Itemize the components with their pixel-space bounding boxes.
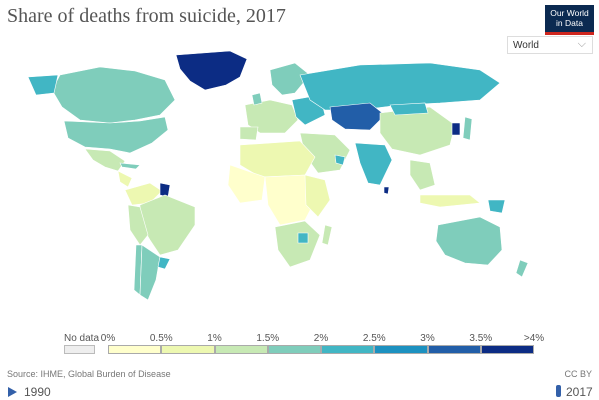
- region-kazakhstan: [329, 102, 386, 131]
- legend-tick-label: >4%: [523, 333, 545, 344]
- region-greenland: [175, 50, 248, 91]
- region-select[interactable]: World ⌵: [507, 36, 593, 54]
- legend-tick-label: 1%: [207, 333, 222, 344]
- legend-swatch: [161, 345, 215, 354]
- region-venezuela-colombia: [124, 182, 163, 206]
- region-arabia-patch: [334, 154, 346, 166]
- owid-logo[interactable]: Our World in Data: [545, 5, 594, 35]
- world-map[interactable]: [0, 45, 599, 330]
- region-zimbabwe: [297, 232, 309, 244]
- legend-swatch: [214, 345, 268, 354]
- region-mongolia: [389, 102, 429, 116]
- region-japan: [462, 116, 473, 141]
- region-indonesia: [419, 194, 481, 208]
- legend-swatch: [374, 345, 428, 354]
- region-argentina: [139, 244, 161, 301]
- region-selected-value: World: [513, 40, 539, 51]
- legend-nodata-swatch: [64, 345, 95, 354]
- chart-title: Share of deaths from suicide, 2017: [7, 5, 286, 27]
- play-icon[interactable]: [8, 387, 17, 397]
- region-canada: [51, 66, 176, 124]
- region-china: [379, 106, 456, 156]
- region-brazil: [139, 194, 196, 256]
- timeline-start-year: 1990: [24, 385, 51, 399]
- region-scandinavia: [269, 62, 311, 96]
- timeline-end-year: 2017: [566, 385, 593, 399]
- legend-swatch: [480, 345, 534, 354]
- logo-line2: in Data: [556, 18, 583, 28]
- legend-tick-label: 3.5%: [469, 333, 493, 344]
- region-alaska: [27, 74, 59, 96]
- legend-swatch: [321, 345, 375, 354]
- timeline-handle[interactable]: [556, 385, 561, 397]
- legend-tick-label: 0.5%: [149, 333, 173, 344]
- region-southeast-asia: [409, 159, 436, 191]
- region-east-africa: [304, 174, 331, 218]
- region-madagascar: [321, 224, 333, 246]
- region-iberia: [239, 126, 259, 141]
- legend-tick-label: 0%: [100, 333, 116, 344]
- region-uruguay: [157, 256, 171, 270]
- region-southern-africa: [274, 220, 321, 268]
- region-uk: [251, 92, 263, 106]
- legend-swatch: [108, 345, 162, 354]
- legend-tick-label: 3%: [420, 333, 435, 344]
- region-australia: [435, 216, 503, 266]
- legend: No data 0% 0.5% 1% 1.5% 2% 2.5% 3% 3.5% >4%: [0, 330, 599, 360]
- region-png: [487, 199, 506, 214]
- region-mexico: [84, 148, 126, 172]
- chevron-down-icon: ⌵: [577, 38, 586, 50]
- region-korea: [451, 122, 461, 136]
- region-sri-lanka: [383, 186, 390, 195]
- logo-line1: Our World: [550, 8, 589, 18]
- region-peru-bolivia: [127, 204, 149, 246]
- legend-tick-label: 1.5%: [256, 333, 280, 344]
- region-usa: [63, 116, 169, 154]
- region-western-europe: [244, 99, 299, 134]
- region-india: [354, 142, 393, 186]
- legend-swatch: [427, 345, 481, 354]
- region-central-america: [117, 170, 133, 188]
- license-link[interactable]: CC BY: [564, 369, 592, 379]
- region-new-zealand: [515, 259, 529, 278]
- region-russia: [299, 62, 501, 111]
- region-north-africa: [239, 140, 316, 178]
- legend-tick-label: 2.5%: [362, 333, 386, 344]
- source-note: Source: IHME, Global Burden of Disease: [7, 369, 171, 379]
- region-west-africa: [227, 164, 266, 204]
- region-cuba: [119, 162, 141, 170]
- legend-tick-label: 2%: [313, 333, 329, 344]
- timeline: 1990 2017: [0, 384, 599, 400]
- legend-swatch: [267, 345, 321, 354]
- legend-nodata-label: No data: [64, 333, 100, 344]
